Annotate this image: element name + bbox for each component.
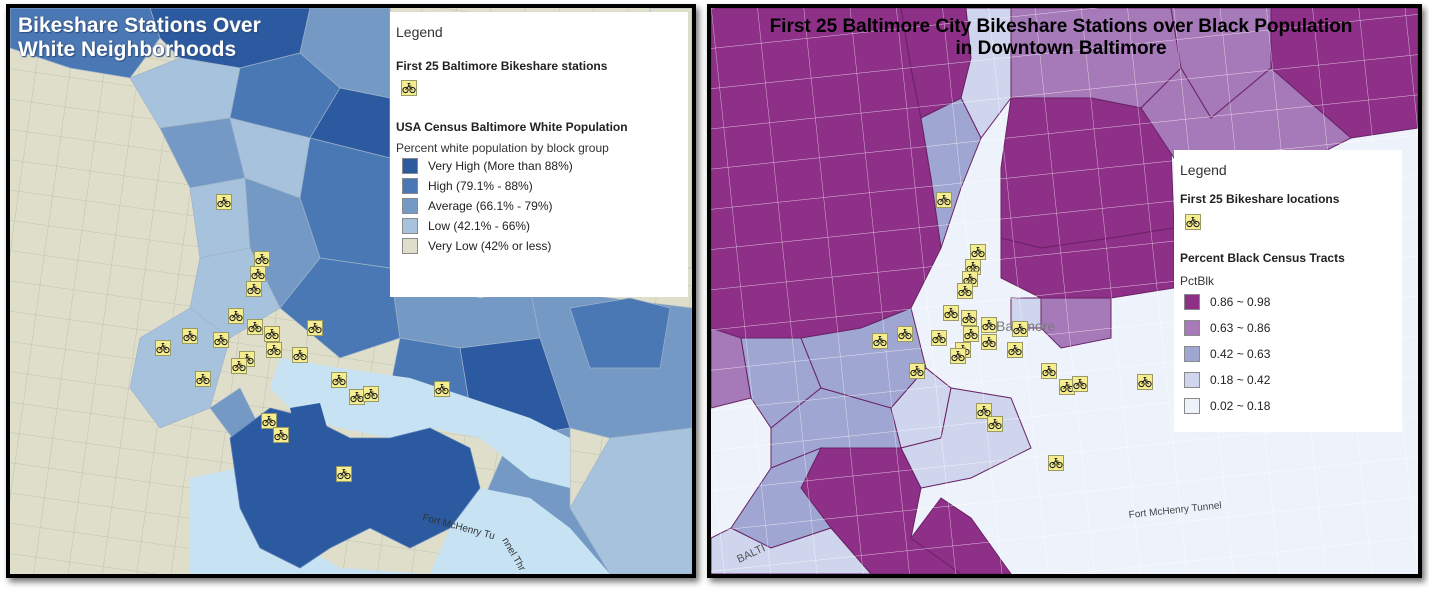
bike-station-icon[interactable] <box>434 381 450 397</box>
bike-station-icon[interactable] <box>1137 374 1153 390</box>
white-population-map-panel: Fort McHenry Tu nnel Thr Bikeshare Stati… <box>6 4 696 578</box>
bike-station-icon[interactable] <box>336 466 352 482</box>
bike-station-icon[interactable] <box>936 192 952 208</box>
legend-subtitle: Percent white population by block group <box>396 141 609 155</box>
bike-station-icon[interactable] <box>909 363 925 379</box>
bike-station-icon[interactable] <box>943 305 959 321</box>
legend-stations-layer: First 25 Baltimore Bikeshare stations <box>396 59 608 73</box>
bike-station-icon[interactable] <box>250 266 266 282</box>
bike-station-icon[interactable] <box>970 244 986 260</box>
map-legend: Legend First 25 Bikeshare locations Perc… <box>1174 150 1402 432</box>
bike-station-icon[interactable] <box>264 326 280 342</box>
map-title: Bikeshare Stations Over White Neighborho… <box>18 14 261 61</box>
legend-heading: Legend <box>396 24 443 40</box>
bike-station-icon[interactable] <box>961 310 977 326</box>
bicycle-icon <box>1185 214 1201 230</box>
black-population-map-panel: Baltimore Fort McHenry Tunnel BALTI Firs… <box>707 4 1422 578</box>
bike-station-icon[interactable] <box>981 317 997 333</box>
legend-heading: Legend <box>1180 162 1227 178</box>
map-legend: Legend First 25 Baltimore Bikeshare stat… <box>390 12 688 297</box>
bike-station-icon[interactable] <box>1072 376 1088 392</box>
bike-station-icon[interactable] <box>195 371 211 387</box>
map-title-line1: First 25 Baltimore City Bikeshare Statio… <box>769 16 1353 37</box>
bike-station-icon[interactable] <box>1012 321 1028 337</box>
bike-station-icon[interactable] <box>182 328 198 344</box>
bike-station-icon[interactable] <box>963 326 979 342</box>
bike-station-icon[interactable] <box>331 372 347 388</box>
bike-station-icon[interactable] <box>246 281 262 297</box>
bike-station-icon[interactable] <box>957 283 973 299</box>
bike-station-icon[interactable] <box>273 427 289 443</box>
legend-population-layer: Percent Black Census Tracts <box>1180 251 1345 265</box>
bike-station-icon[interactable] <box>931 330 947 346</box>
bike-station-icon[interactable] <box>1048 455 1064 471</box>
map-title: First 25 Baltimore City Bikeshare Statio… <box>711 16 1411 60</box>
bike-station-icon[interactable] <box>987 416 1003 432</box>
map-title-line2: in Downtown Baltimore <box>955 38 1167 59</box>
bike-station-icon[interactable] <box>254 251 270 267</box>
bike-station-icon[interactable] <box>950 348 966 364</box>
bicycle-icon <box>401 80 417 96</box>
bike-station-icon[interactable] <box>1041 363 1057 379</box>
bike-station-icon[interactable] <box>155 340 171 356</box>
bike-station-icon[interactable] <box>872 333 888 349</box>
bike-station-icon[interactable] <box>897 326 913 342</box>
bike-station-icon[interactable] <box>216 194 232 210</box>
legend-population-layer: USA Census Baltimore White Population <box>396 120 628 134</box>
legend-stations-layer: First 25 Bikeshare locations <box>1180 192 1340 206</box>
bike-station-icon[interactable] <box>292 347 308 363</box>
bike-station-icon[interactable] <box>228 308 244 324</box>
bike-station-icon[interactable] <box>1007 342 1023 358</box>
bike-station-icon[interactable] <box>266 342 282 358</box>
bike-station-icon[interactable] <box>247 319 263 335</box>
legend-field-name: PctBlk <box>1180 274 1215 288</box>
bike-station-icon[interactable] <box>231 358 247 374</box>
bike-station-icon[interactable] <box>981 334 997 350</box>
bike-station-icon[interactable] <box>307 320 323 336</box>
bike-station-icon[interactable] <box>213 332 229 348</box>
bike-station-icon[interactable] <box>363 386 379 402</box>
